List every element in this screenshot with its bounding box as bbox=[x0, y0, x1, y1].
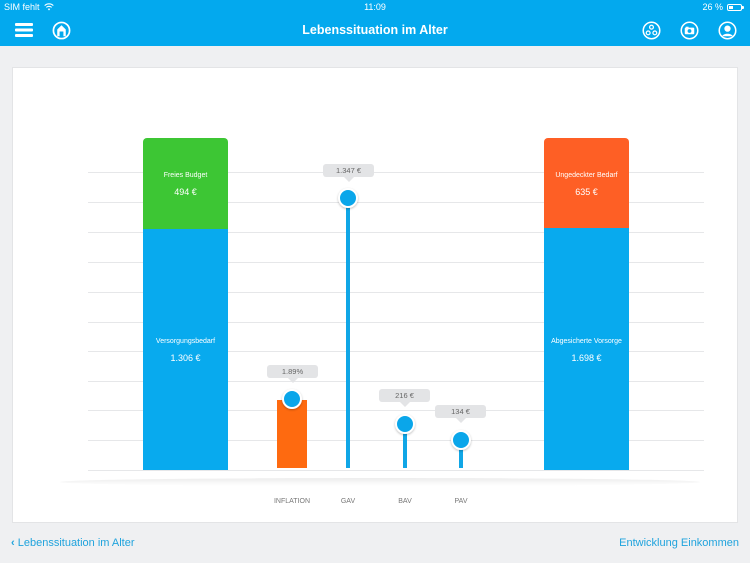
home-icon bbox=[52, 21, 70, 39]
gridline bbox=[88, 232, 704, 233]
pav-slider-handle[interactable] bbox=[451, 430, 471, 450]
gridline bbox=[88, 440, 704, 441]
free-budget-value: 494 € bbox=[174, 187, 197, 197]
x-label-inflation: INFLATION bbox=[273, 498, 311, 505]
camera-button[interactable] bbox=[679, 20, 699, 40]
bav-value-bubble: 216 € bbox=[379, 389, 430, 407]
x-label-bav: BAV bbox=[398, 498, 412, 505]
user-icon bbox=[717, 20, 737, 40]
free-budget-label: Freies Budget bbox=[163, 172, 208, 179]
uncovered-need-value: 635 € bbox=[575, 187, 598, 197]
clock: 11:09 bbox=[364, 2, 386, 12]
carrier-status: SIM fehlt bbox=[4, 2, 54, 12]
network-button[interactable] bbox=[641, 20, 661, 40]
gridline bbox=[88, 202, 704, 203]
chart-baseline-shadow bbox=[60, 478, 700, 486]
care-needs-label: Versorgungsbedarf bbox=[155, 338, 216, 345]
menu-icon bbox=[15, 23, 33, 37]
user-button[interactable] bbox=[717, 20, 737, 40]
chart-card bbox=[12, 67, 738, 523]
secured-provision-label: Abgesicherte Vorsorge bbox=[551, 338, 622, 345]
network-icon bbox=[641, 20, 661, 40]
next-link-label: Entwicklung Einkommen bbox=[619, 537, 739, 549]
top-navigation-bar: SIM fehlt 11:09 26 % Lebenssituation im … bbox=[0, 0, 750, 46]
care-needs-segment: Versorgungsbedarf 1.306 € bbox=[143, 229, 228, 470]
gridline bbox=[88, 322, 704, 323]
coverage-stacked-bar: Ungedeckter Bedarf 635 € Abgesicherte Vo… bbox=[544, 138, 629, 470]
back-link[interactable]: ‹ Lebenssituation im Alter bbox=[11, 537, 135, 549]
carrier-label: SIM fehlt bbox=[4, 2, 40, 12]
uncovered-need-segment: Ungedeckter Bedarf 635 € bbox=[544, 138, 629, 228]
gav-bar bbox=[346, 205, 350, 468]
x-label-gav: GAV bbox=[340, 498, 356, 505]
pav-bar bbox=[459, 446, 463, 468]
x-label-pav: PAV bbox=[454, 498, 468, 505]
care-needs-value: 1.306 € bbox=[170, 353, 201, 363]
bav-bar bbox=[403, 430, 407, 468]
back-link-label: Lebenssituation im Alter bbox=[17, 537, 135, 549]
secured-provision-segment: Abgesicherte Vorsorge 1.698 € bbox=[544, 228, 629, 470]
camera-icon bbox=[679, 20, 699, 40]
inflation-slider-handle[interactable] bbox=[282, 389, 302, 409]
battery-icon bbox=[727, 3, 744, 11]
needs-stacked-bar: Freies Budget 494 € Versorgungsbedarf 1.… bbox=[143, 138, 228, 470]
gav-slider-handle[interactable] bbox=[338, 188, 358, 208]
pav-value-bubble: 134 € bbox=[435, 405, 486, 423]
battery-status: 26 % bbox=[702, 2, 744, 12]
secured-provision-value: 1.698 € bbox=[571, 353, 602, 363]
gav-value-bubble: 1.347 € bbox=[323, 164, 374, 182]
home-button[interactable] bbox=[51, 20, 71, 40]
battery-percent: 26 % bbox=[702, 2, 723, 12]
gridline bbox=[88, 381, 704, 382]
gridline bbox=[88, 351, 704, 352]
free-budget-segment: Freies Budget 494 € bbox=[143, 138, 228, 229]
gridline bbox=[88, 262, 704, 263]
uncovered-need-label: Ungedeckter Bedarf bbox=[555, 172, 618, 179]
next-link[interactable]: Entwicklung Einkommen bbox=[619, 537, 739, 549]
gridline bbox=[88, 410, 704, 411]
bav-slider-handle[interactable] bbox=[395, 414, 415, 434]
menu-button[interactable] bbox=[14, 20, 34, 40]
chevron-left-icon: ‹ bbox=[11, 537, 15, 549]
wifi-icon bbox=[44, 3, 54, 11]
gridline bbox=[88, 172, 704, 173]
inflation-bar bbox=[277, 400, 307, 468]
gridline bbox=[88, 470, 704, 471]
inflation-value-bubble: 1.89% bbox=[267, 365, 318, 383]
gridline bbox=[88, 292, 704, 293]
page-title: Lebenssituation im Alter bbox=[302, 23, 448, 37]
